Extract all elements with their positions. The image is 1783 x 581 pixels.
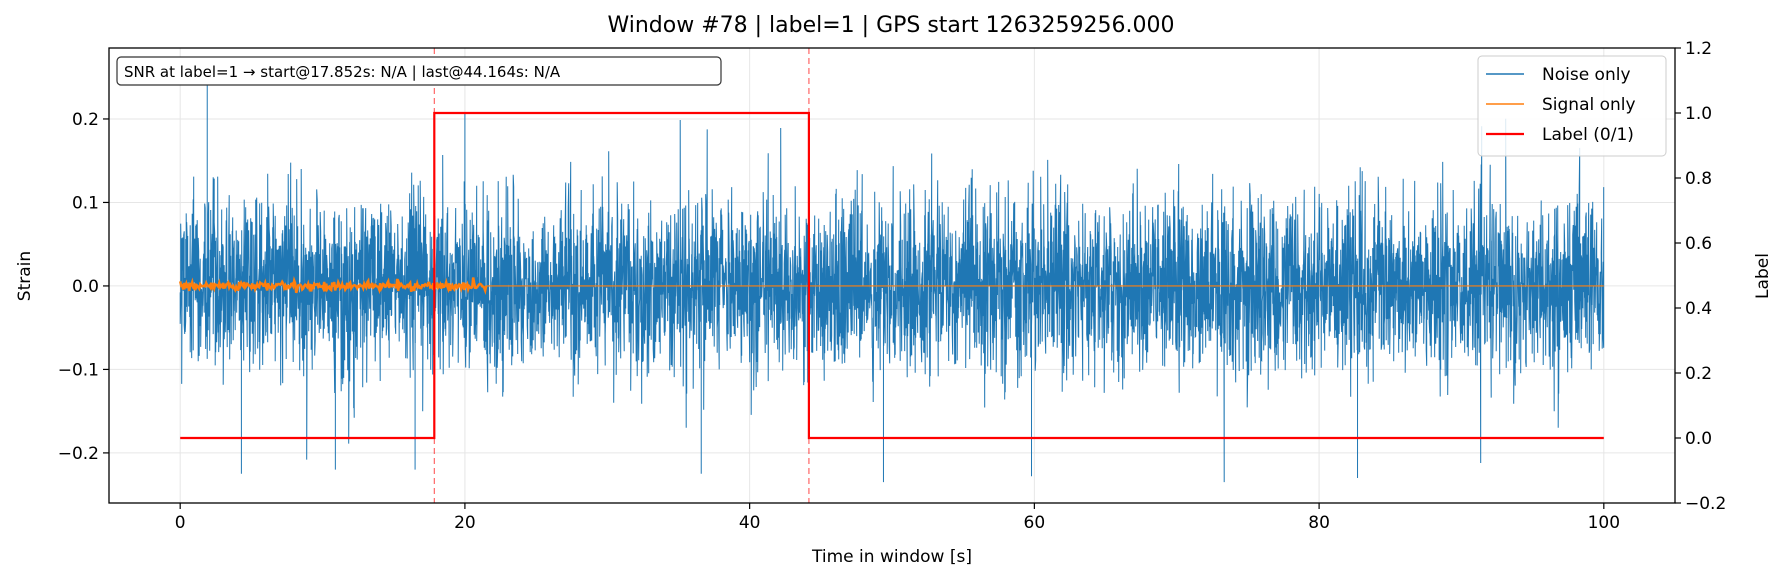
legend-label-signal: Signal only: [1542, 95, 1636, 115]
x-tick-label: 100: [1588, 513, 1620, 533]
y-tick-label: 0.1: [72, 193, 99, 213]
annotation-box: SNR at label=1 → start@17.852s: N/A | la…: [116, 56, 722, 86]
x-tick-label: 40: [739, 513, 761, 533]
legend-label-noise: Noise only: [1542, 65, 1631, 85]
y-right-tick-label: 1.0: [1685, 104, 1712, 124]
y-right-axis-label: Label: [1753, 253, 1773, 299]
y-right-tick-label: 0.2: [1685, 364, 1712, 384]
x-tick-label: 0: [175, 513, 186, 533]
y-right-tick-label: 0.4: [1685, 299, 1712, 319]
noise-trace: [179, 118, 1605, 483]
y-tick-label: 0.2: [72, 110, 99, 130]
plot-frame: [108, 47, 1676, 504]
y-tick-label: −0.2: [58, 444, 99, 464]
y-tick-label: 0.0: [72, 277, 99, 297]
series-noise-only: [179, 81, 1605, 483]
y-right-tick-label: 0.6: [1685, 234, 1712, 254]
label-step-line: [180, 111, 1604, 440]
label-boundary-lines: [433, 48, 810, 503]
x-tick-label: 60: [1024, 513, 1046, 533]
axis-ticks: 0 20 40 60 80 100 −0.2 −0.1 0.0 0.1 0.2 −0.2 0.0 0.2 0…: [58, 39, 1727, 533]
y-right-tick-label: 0.0: [1685, 429, 1712, 449]
y-right-tick-label: 0.8: [1685, 169, 1712, 189]
series-label: [180, 111, 1604, 440]
legend: Noise only Signal only Label (0/1): [1477, 55, 1667, 157]
y-tick-label: −0.1: [58, 360, 99, 380]
x-axis-label: Time in window [s]: [811, 547, 972, 567]
y-right-tick-label: 1.2: [1685, 39, 1712, 59]
legend-label-label: Label (0/1): [1542, 125, 1634, 145]
x-tick-label: 20: [454, 513, 476, 533]
chart-title: Window #78 | label=1 | GPS start 1263259…: [607, 13, 1174, 38]
y-right-tick-label: −0.2: [1685, 494, 1726, 514]
y-axis-label: Strain: [15, 251, 35, 301]
x-tick-label: 80: [1308, 513, 1330, 533]
annotation-text: SNR at label=1 → start@17.852s: N/A | la…: [124, 63, 561, 81]
